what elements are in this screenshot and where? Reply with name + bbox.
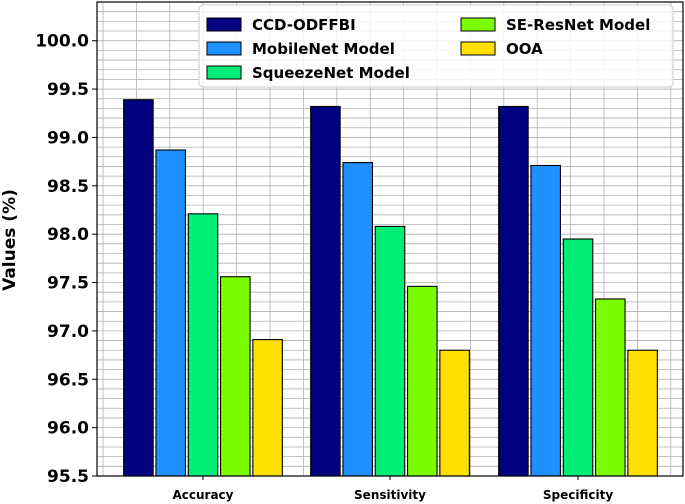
y-tick-label: 99.0	[47, 128, 89, 148]
bar-squeezenet-model-sensitivity	[374, 225, 406, 477]
bar-ooa-specificity	[627, 349, 658, 477]
legend: CCD-ODFFBI MobileNet Model SqueezeNet Mode…	[198, 4, 674, 88]
legend-label: SE-ResNet Model	[506, 16, 650, 34]
legend-label: CCD-ODFFBI	[252, 16, 356, 34]
y-axis-label: Values (%)	[0, 189, 20, 291]
bar-se-resnet-model-specificity	[594, 298, 626, 477]
y-tick-label: 99.5	[47, 80, 89, 100]
x-tick-label: Specificity	[543, 488, 613, 502]
legend-label: MobileNet Model	[252, 40, 395, 58]
y-tick-label: 96.5	[47, 370, 89, 390]
bar-ccd-odffbi-specificity	[498, 105, 529, 477]
legend-swatch	[460, 17, 496, 32]
bar-ooa-sensitivity	[439, 349, 470, 477]
bar-mobilenet-model-accuracy	[155, 149, 186, 477]
legend-swatch	[460, 41, 496, 56]
y-tick-label: 97.0	[47, 322, 89, 342]
x-tick-label: Accuracy	[172, 488, 233, 502]
legend-swatch	[206, 17, 242, 32]
x-tick-label: Sensitivity	[354, 488, 426, 502]
y-axis: 95.5 96.0 96.5 97.0 97.5 98.0 98.5 99.0 99.5 100.…	[35, 32, 97, 487]
y-tick-label: 97.5	[47, 274, 89, 294]
legend-swatch	[206, 41, 242, 56]
y-tick-label: 100.0	[35, 32, 89, 52]
bar-mobilenet-model-sensitivity	[342, 162, 374, 477]
y-tick-label: 95.5	[47, 467, 89, 487]
legend-swatch	[206, 65, 242, 80]
legend-label: SqueezeNet Model	[252, 64, 410, 82]
legend-box	[198, 4, 674, 88]
bar-squeezenet-model-accuracy	[187, 213, 219, 477]
bar-squeezenet-model-specificity	[562, 238, 594, 477]
bar-ccd-odffbi-sensitivity	[310, 105, 341, 477]
bar-se-resnet-model-sensitivity	[406, 285, 438, 477]
y-tick-label: 98.5	[47, 177, 89, 197]
y-tick-label: 96.0	[47, 419, 89, 439]
bars	[123, 99, 658, 477]
bar-mobilenet-model-specificity	[530, 164, 562, 477]
bar-se-resnet-model-accuracy	[220, 276, 251, 477]
y-tick-label: 98.0	[47, 225, 89, 245]
bar-ooa-accuracy	[252, 339, 283, 477]
x-axis: Accuracy Sensitivity Specificity	[172, 476, 613, 502]
bar-ccd-odffbi-accuracy	[123, 99, 154, 477]
legend-label: OOA	[506, 40, 543, 58]
